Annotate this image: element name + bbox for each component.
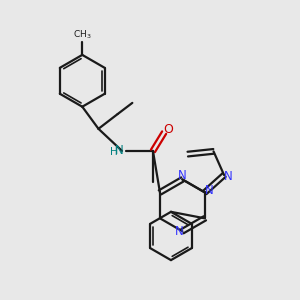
Text: N: N — [224, 170, 233, 183]
Text: N: N — [115, 144, 124, 158]
Text: O: O — [163, 123, 173, 136]
Text: CH$_3$: CH$_3$ — [73, 28, 92, 41]
Text: H: H — [110, 147, 118, 158]
Text: N: N — [205, 184, 214, 197]
Text: N: N — [175, 225, 183, 239]
Text: N: N — [178, 169, 187, 182]
